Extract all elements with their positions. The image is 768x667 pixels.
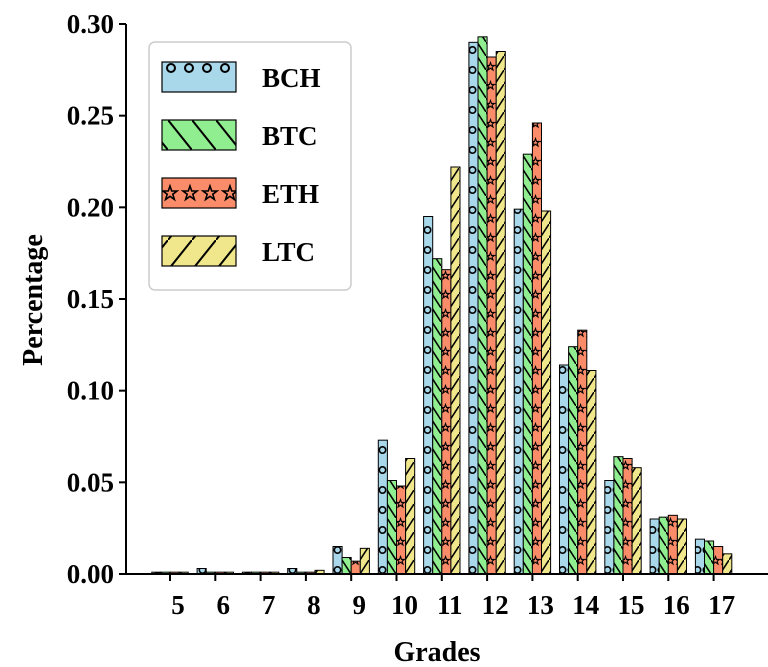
x-tick-label: 17 <box>708 590 735 620</box>
bar-eth-13 <box>531 122 543 575</box>
bar-btc-15 <box>613 456 624 575</box>
legend-label-btc: BTC <box>262 121 318 151</box>
bar-ltc-11 <box>450 166 461 575</box>
bar-eth-17 <box>713 546 724 575</box>
x-tick-label: 13 <box>527 590 554 620</box>
bar-ltc-13 <box>541 210 552 575</box>
x-tick-label: 10 <box>391 590 418 620</box>
legend-box <box>148 41 352 291</box>
bar-bch-11 <box>423 216 434 575</box>
y-axis-label: Percentage <box>18 234 49 366</box>
legend: BCH BTC ETH LTC <box>148 41 352 291</box>
x-tick-label: 12 <box>482 590 509 620</box>
y-tick-label: 0.10 <box>67 376 114 406</box>
bar-bch-13 <box>513 208 524 575</box>
bar-btc-9 <box>341 557 352 575</box>
legend-label-eth: ETH <box>262 179 319 209</box>
bar-eth-9 <box>350 560 361 575</box>
bar-bch-12 <box>468 41 479 575</box>
y-tick-label: 0.05 <box>67 467 114 497</box>
y-tick-label: 0.20 <box>67 192 114 222</box>
x-axis-ticks: 5 6 7 8 9 10 11 12 13 14 15 16 17 <box>169 574 735 620</box>
bar-ltc-15 <box>631 467 642 575</box>
bars-layer <box>151 36 733 575</box>
bar-bch-9 <box>332 546 343 575</box>
bar-btc-10 <box>386 480 397 575</box>
legend-label-bch: BCH <box>262 63 321 93</box>
bar-ltc-9 <box>359 547 370 575</box>
legend-item-btc: BTC <box>161 119 318 151</box>
x-tick-label: 5 <box>171 590 185 620</box>
bar-eth-12 <box>486 56 497 575</box>
y-tick-label: 0.15 <box>67 284 114 314</box>
x-axis-label: Grades <box>393 637 480 667</box>
x-tick-label: 15 <box>618 590 645 620</box>
bar-ltc-12 <box>495 51 506 575</box>
y-tick-label: 0.00 <box>67 559 114 589</box>
legend-item-ltc: LTC <box>161 235 315 267</box>
bar-ltc-10 <box>405 458 416 575</box>
y-tick-label: 0.30 <box>67 9 114 39</box>
bar-btc-16 <box>658 516 669 575</box>
bar-ltc-17 <box>722 553 733 575</box>
y-tick-label: 0.25 <box>67 101 114 131</box>
bar-bch-10 <box>377 439 388 575</box>
x-tick-label: 9 <box>352 590 366 620</box>
bar-btc-17 <box>704 540 715 575</box>
x-tick-label: 11 <box>437 590 463 620</box>
bar-eth-14 <box>577 329 588 575</box>
bar-ltc-14 <box>586 370 597 575</box>
y-axis-ticks: 0.00 0.05 0.10 0.15 0.20 0.25 0.30 <box>67 9 126 589</box>
bar-bch-15 <box>604 480 615 575</box>
x-tick-label: 14 <box>572 590 599 620</box>
x-tick-label: 16 <box>663 590 690 620</box>
bar-ltc-16 <box>676 518 688 575</box>
bar-eth-10 <box>396 485 407 575</box>
x-tick-label: 7 <box>262 590 276 620</box>
legend-item-bch: BCH <box>161 61 321 93</box>
legend-label-ltc: LTC <box>262 237 315 267</box>
bar-bch-14 <box>559 364 570 575</box>
x-tick-label: 8 <box>307 590 321 620</box>
bar-bch-17 <box>694 538 706 575</box>
bar-eth-11 <box>441 269 452 575</box>
legend-item-eth: ETH <box>161 177 319 209</box>
bar-btc-13 <box>522 153 533 575</box>
bar-eth-16 <box>667 514 678 575</box>
x-tick-label: 6 <box>217 590 231 620</box>
bar-btc-12 <box>477 36 488 575</box>
bar-btc-14 <box>568 346 579 575</box>
bar-eth-15 <box>622 458 633 575</box>
bar-bch-16 <box>649 518 660 575</box>
bar-btc-11 <box>432 258 443 575</box>
